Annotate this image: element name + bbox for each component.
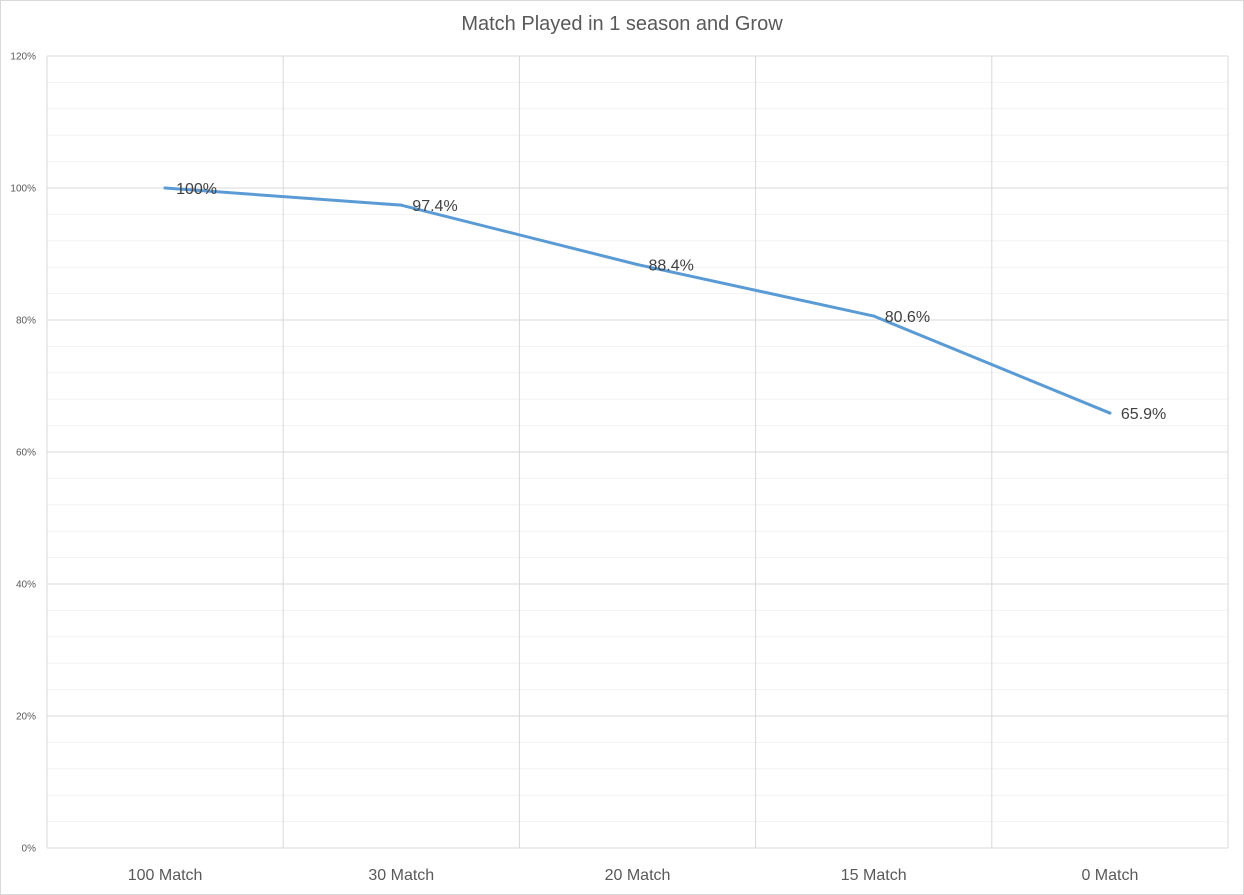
series-line (163, 186, 1112, 415)
x-axis-tick-labels: 100 Match 30 Match 20 Match 15 Match 0 Match (128, 867, 1139, 884)
data-point (636, 263, 639, 267)
y-tick-label: 60% (16, 448, 36, 459)
x-tick-label: 30 Match (368, 867, 434, 884)
y-tick-label: 20% (16, 712, 36, 723)
x-tick-label: 20 Match (605, 867, 671, 884)
data-point (399, 203, 403, 207)
y-tick-label: 80% (16, 316, 36, 327)
vertical-gridlines (46, 56, 1229, 848)
data-label: 65.9% (1121, 406, 1166, 423)
y-tick-label: 40% (16, 580, 36, 591)
data-point (163, 186, 167, 190)
data-label: 100% (176, 181, 217, 198)
x-tick-label: 15 Match (841, 867, 907, 884)
major-gridlines (47, 55, 1228, 849)
minor-gridlines (47, 81, 1228, 823)
data-labels: 100% 97.4% 88.4% 80.6% 65.9% (176, 181, 1166, 423)
y-axis-tick-labels: 0% 20% 40% 60% 80% 100% 120% (10, 52, 36, 855)
x-tick-label: 0 Match (1081, 867, 1138, 884)
data-label: 88.4% (649, 258, 694, 275)
y-tick-label: 120% (10, 52, 36, 63)
y-tick-label: 100% (10, 184, 36, 195)
data-point (1108, 411, 1112, 415)
chart-title: Match Played in 1 season and Grow (461, 13, 783, 35)
data-point (872, 314, 876, 318)
data-label: 80.6% (885, 309, 930, 326)
y-tick-label: 0% (22, 844, 37, 855)
data-label: 97.4% (412, 198, 457, 215)
x-tick-label: 100 Match (128, 867, 203, 884)
series-group (163, 186, 1112, 415)
